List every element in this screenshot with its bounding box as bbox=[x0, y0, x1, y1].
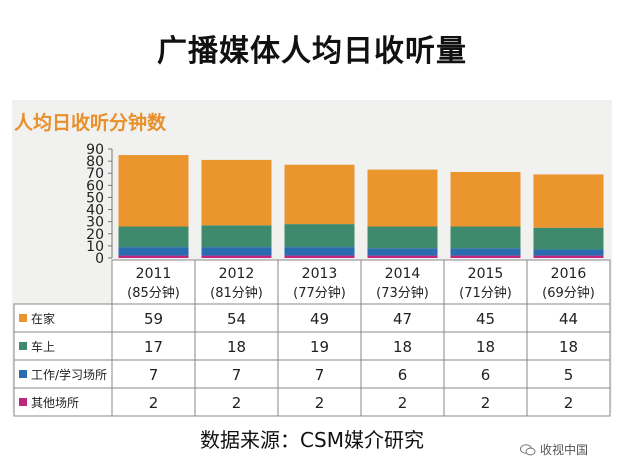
category-total-label: (73分钟) bbox=[376, 285, 429, 301]
data-value: 18 bbox=[227, 338, 246, 356]
y-tick-label: 0 bbox=[95, 251, 104, 267]
bar-segment bbox=[284, 247, 355, 256]
y-tick-label: 10 bbox=[86, 239, 104, 255]
y-tick-label: 90 bbox=[86, 142, 104, 158]
data-value: 54 bbox=[227, 310, 246, 328]
bar-segment bbox=[450, 248, 521, 256]
category-label: 2011 bbox=[136, 266, 172, 282]
legend-swatch bbox=[19, 314, 27, 322]
wechat-icon bbox=[520, 443, 536, 455]
bar-segment bbox=[367, 226, 438, 249]
data-value: 49 bbox=[310, 310, 329, 328]
legend-swatch bbox=[19, 370, 27, 378]
y-tick-label: 70 bbox=[86, 166, 104, 182]
table-row bbox=[13, 359, 611, 389]
data-value: 17 bbox=[144, 338, 163, 356]
legend-label: 其他场所 bbox=[31, 396, 79, 410]
legend-label: 车上 bbox=[31, 339, 55, 354]
legend-swatch bbox=[19, 398, 27, 406]
data-value: 2 bbox=[564, 394, 574, 412]
y-tick-label: 60 bbox=[86, 178, 104, 194]
category-total-label: (71分钟) bbox=[459, 285, 512, 301]
bar-segment bbox=[118, 226, 189, 248]
bar-segment bbox=[201, 247, 272, 256]
data-value: 6 bbox=[481, 366, 491, 384]
bar-segment bbox=[533, 249, 604, 256]
bar-segment bbox=[450, 172, 521, 227]
data-value: 2 bbox=[232, 394, 242, 412]
bar-segment bbox=[533, 255, 604, 258]
data-value: 7 bbox=[232, 366, 242, 384]
data-value: 18 bbox=[393, 338, 412, 356]
data-value: 18 bbox=[559, 338, 578, 356]
data-value: 19 bbox=[310, 338, 329, 356]
bar-segment bbox=[284, 255, 355, 258]
bar-segment bbox=[367, 248, 438, 256]
bar-segment bbox=[201, 159, 272, 226]
data-value: 7 bbox=[149, 366, 159, 384]
data-value: 59 bbox=[144, 310, 163, 328]
y-tick-label: 20 bbox=[86, 227, 104, 243]
y-tick-label: 80 bbox=[86, 154, 104, 170]
bar-segment bbox=[450, 255, 521, 258]
bar-segment bbox=[201, 255, 272, 258]
category-label: 2016 bbox=[551, 266, 587, 282]
bar-segment bbox=[201, 225, 272, 248]
bar-segment bbox=[367, 255, 438, 258]
bar-segment bbox=[367, 169, 438, 227]
bar-segment bbox=[284, 164, 355, 225]
bar-segment bbox=[118, 255, 189, 258]
data-value: 2 bbox=[481, 394, 491, 412]
category-total-label: (69分钟) bbox=[542, 285, 595, 301]
legend-label: 在家 bbox=[31, 311, 55, 326]
table-row bbox=[13, 387, 611, 417]
bar-segment bbox=[118, 247, 189, 256]
watermark: 收视中国 bbox=[520, 441, 588, 458]
data-value: 5 bbox=[564, 366, 574, 384]
legend-swatch bbox=[19, 342, 27, 350]
y-tick-label: 50 bbox=[86, 190, 104, 206]
y-tick-label: 40 bbox=[86, 203, 104, 219]
category-label: 2014 bbox=[385, 266, 421, 282]
chart-title: 人均日收听分钟数 bbox=[14, 112, 167, 134]
category-total-label: (81分钟) bbox=[210, 285, 263, 301]
y-tick-label: 30 bbox=[86, 215, 104, 231]
data-value: 45 bbox=[476, 310, 495, 328]
bar-segment bbox=[284, 224, 355, 248]
watermark-text: 收视中国 bbox=[540, 443, 589, 457]
data-value: 7 bbox=[315, 366, 325, 384]
page-title: 广播媒体人均日收听量 bbox=[157, 34, 467, 69]
data-value: 2 bbox=[398, 394, 408, 412]
data-source: 数据来源：CSM媒介研究 bbox=[200, 428, 424, 452]
data-value: 18 bbox=[476, 338, 495, 356]
category-total-label: (85分钟) bbox=[127, 285, 180, 301]
category-total-label: (77分钟) bbox=[293, 285, 346, 301]
category-label: 2013 bbox=[302, 266, 338, 282]
data-value: 2 bbox=[149, 394, 159, 412]
data-value: 47 bbox=[393, 310, 412, 328]
bar-segment bbox=[533, 227, 604, 250]
data-value: 6 bbox=[398, 366, 408, 384]
bar-segment bbox=[533, 174, 604, 228]
bar-segment bbox=[118, 155, 189, 227]
bar-segment bbox=[450, 226, 521, 249]
data-value: 44 bbox=[559, 310, 578, 328]
category-label: 2015 bbox=[468, 266, 504, 282]
category-label: 2012 bbox=[219, 266, 255, 282]
legend-label: 工作/学习场所 bbox=[31, 367, 107, 382]
data-value: 2 bbox=[315, 394, 325, 412]
